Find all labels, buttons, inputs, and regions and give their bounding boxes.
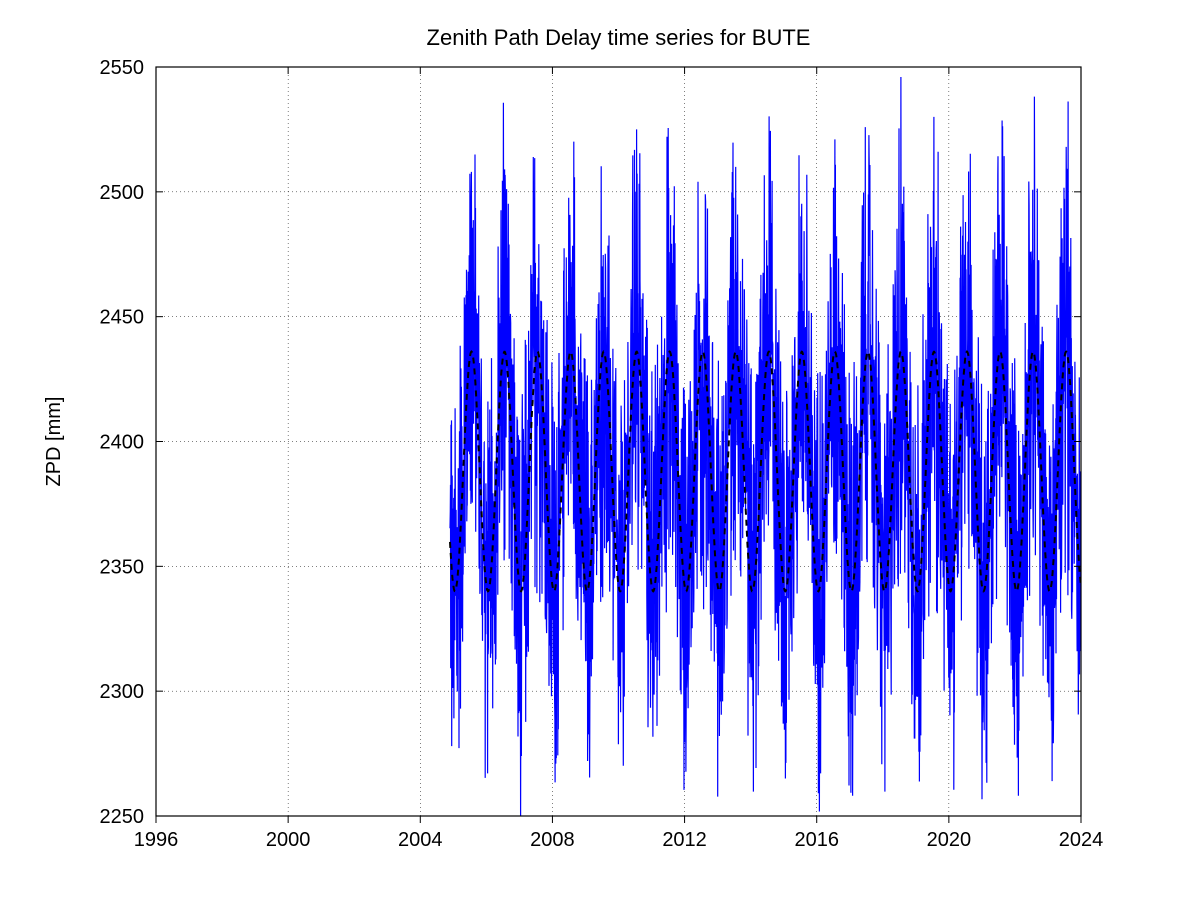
x-tick-label: 2024 (1059, 829, 1104, 851)
y-axis-label: ZPD [mm] (43, 397, 65, 487)
y-tick-label: 2250 (100, 806, 145, 828)
y-tick-label: 2450 (100, 307, 145, 329)
y-tick-label: 2300 (100, 681, 145, 703)
x-tick-label: 2004 (398, 829, 443, 851)
chart-svg: 1996 2000 2004 2008 2012 2016 2020 2024 2250 2300… (0, 0, 1201, 901)
y-tick-label: 2400 (100, 432, 145, 454)
x-tick-label: 2016 (794, 829, 839, 851)
y-tick-label: 2550 (100, 57, 145, 79)
x-tick-label: 1996 (134, 829, 179, 851)
x-tick-label: 2020 (927, 829, 972, 851)
chart-container: 1996 2000 2004 2008 2012 2016 2020 2024 2250 2300… (0, 0, 1201, 901)
x-tick-label: 2008 (530, 829, 575, 851)
y-tick-label: 2500 (100, 182, 145, 204)
x-tick-label: 2000 (266, 829, 311, 851)
y-tick-label: 2350 (100, 556, 145, 578)
x-tick-label: 2012 (662, 829, 707, 851)
chart-title: Zenith Path Delay time series for BUTE (427, 25, 811, 50)
